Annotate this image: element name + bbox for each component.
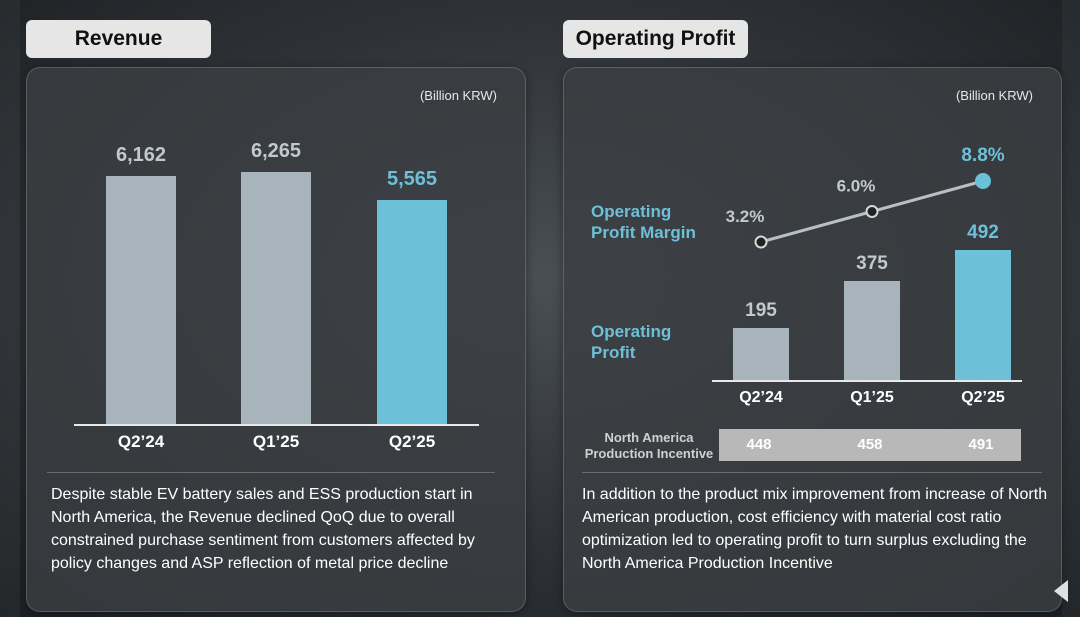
margin-point [975, 173, 991, 189]
operating-profit-x-axis [712, 380, 1022, 382]
operating-profit-divider [582, 472, 1042, 473]
incentive-value: 458 [857, 436, 883, 453]
margin-point [754, 235, 768, 249]
revenue-panel: (Billion KRW) 6,162 Q2’24 6,265 Q1’25 5,565 Q… [26, 67, 526, 612]
margin-point [865, 205, 879, 218]
background-stripe [1062, 0, 1080, 617]
operating-profit-value-label: 375 [856, 252, 888, 274]
revenue-description: Despite stable EV battery sales and ESS … [51, 486, 475, 572]
background-stripe [0, 0, 20, 617]
operating-profit-unit: (Billion KRW) [955, 88, 1033, 103]
margin-value-label: 6.0% [837, 177, 876, 196]
triangle-left-icon[interactable] [1054, 580, 1068, 602]
incentive-value: 448 [746, 436, 772, 453]
revenue-category-label: Q2’25 [388, 432, 436, 451]
operating-profit-bar [733, 328, 789, 380]
margin-value-label: 8.8% [961, 145, 1004, 166]
operating-profit-description: In addition to the product mix improveme… [582, 486, 1048, 572]
operating-profit-label: Operating Profit [591, 322, 672, 362]
revenue-divider [47, 472, 495, 473]
revenue-tab: Revenue [26, 20, 211, 58]
incentive-row: 448 458 491 [719, 429, 1021, 461]
operating-profit-margin-line-chart: 3.2% 6.0% 8.8% [726, 145, 1005, 249]
operating-profit-category-label: Q1’25 [850, 389, 894, 406]
operating-profit-panel: (Billion KRW) Operating Profit Margin Op… [563, 67, 1062, 612]
operating-profit-value-label: 492 [967, 222, 999, 243]
incentive-label: North America Production Incentive [584, 430, 714, 461]
revenue-bar [377, 200, 447, 424]
revenue-bar [241, 172, 311, 424]
revenue-chart: 6,162 Q2’24 6,265 Q1’25 5,565 Q2’25 [27, 68, 525, 468]
revenue-bar [106, 176, 176, 424]
revenue-category-label: Q1’25 [252, 432, 300, 451]
operating-profit-bar [955, 250, 1011, 380]
margin-value-label: 3.2% [726, 207, 765, 226]
revenue-unit: (Billion KRW) [419, 88, 497, 103]
revenue-x-axis [74, 424, 479, 426]
operating-profit-value-label: 195 [745, 300, 777, 322]
operating-profit-chart: 195 Q2’24 375 Q1’25 492 Q2’25 [564, 68, 1061, 428]
operating-profit-category-label: Q2’25 [961, 389, 1005, 406]
operating-profit-category-label: Q2’24 [739, 389, 783, 406]
revenue-value-label: 6,265 [250, 140, 302, 162]
revenue-category-label: Q2’24 [117, 432, 165, 451]
operating-profit-tab: Operating Profit [563, 20, 748, 58]
revenue-value-label: 5,565 [386, 168, 438, 191]
revenue-value-label: 6,162 [115, 144, 167, 167]
incentive-value: 491 [968, 436, 994, 453]
operating-profit-bar [844, 280, 900, 380]
operating-profit-margin-label: Operating Profit Margin [591, 202, 696, 242]
